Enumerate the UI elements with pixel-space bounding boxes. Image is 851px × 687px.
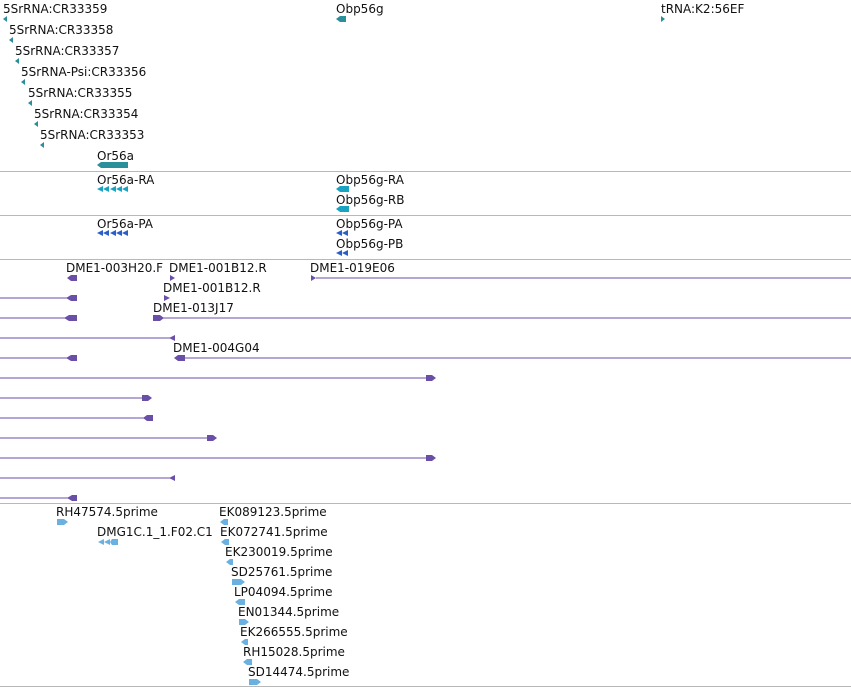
protein-glyphs xyxy=(97,230,348,256)
feature-arrow xyxy=(9,37,13,43)
track-divider xyxy=(0,503,851,504)
feature-label[interactable]: Obp56g-PA xyxy=(336,217,403,231)
feature-arrow xyxy=(40,142,44,148)
track-divider xyxy=(0,171,851,172)
track-divider xyxy=(0,259,851,260)
feature-label[interactable]: Obp56g-PB xyxy=(336,237,404,251)
est-glyphs xyxy=(57,519,261,685)
feature-label[interactable]: EK072741.5prime xyxy=(220,525,328,539)
feature-label[interactable]: EK230019.5prime xyxy=(225,545,333,559)
feature-label[interactable]: RH47574.5prime xyxy=(56,505,158,519)
feature-arrow xyxy=(34,121,38,127)
feature-label[interactable]: DME1-003H20.F xyxy=(66,261,164,275)
feature-label[interactable]: SD14474.5prime xyxy=(248,665,350,679)
feature-block xyxy=(336,16,346,22)
transcript-glyphs xyxy=(97,186,349,212)
feature-label[interactable]: EK266555.5prime xyxy=(240,625,348,639)
feature-label[interactable]: LP04094.5prime xyxy=(234,585,333,599)
feature-label[interactable]: EN01344.5prime xyxy=(238,605,340,619)
feature-label[interactable]: Obp56g xyxy=(336,2,384,16)
feature-label[interactable]: DME1-001B12.R xyxy=(163,281,261,295)
feature-arrow xyxy=(3,16,7,22)
feature-label[interactable]: Obp56g-RB xyxy=(336,193,405,207)
feature-label[interactable]: tRNA:K2:56EF xyxy=(661,2,745,16)
feature-label[interactable]: RH15028.5prime xyxy=(243,645,345,659)
feature-arrow xyxy=(28,100,32,106)
feature-label[interactable]: Or56a-PA xyxy=(97,217,154,231)
feature-label[interactable]: 5SrRNA:CR33358 xyxy=(9,23,114,37)
feature-label[interactable]: DME1-019E06 xyxy=(310,261,395,275)
feature-label[interactable]: DMG1C.1_1.F02.C1 xyxy=(97,525,213,539)
feature-label[interactable]: EK089123.5prime xyxy=(219,505,327,519)
clone-glyphs xyxy=(0,275,851,501)
feature-label[interactable]: DME1-001B12.R xyxy=(169,261,267,275)
feature-label[interactable]: 5SrRNA:CR33353 xyxy=(40,128,145,142)
feature-arrow xyxy=(21,79,25,85)
gene-glyphs xyxy=(3,16,665,168)
feature-label[interactable]: 5SrRNA:CR33359 xyxy=(3,2,108,16)
feature-label[interactable]: 5SrRNA-Psi:CR33356 xyxy=(21,65,147,79)
feature-arrow xyxy=(661,16,665,22)
feature-label[interactable]: SD25761.5prime xyxy=(231,565,333,579)
feature-label[interactable]: DME1-013J17 xyxy=(153,301,234,315)
feature-arrow xyxy=(15,58,19,64)
feature-label[interactable]: 5SrRNA:CR33354 xyxy=(34,107,139,121)
feature-block xyxy=(97,162,128,168)
feature-label[interactable]: 5SrRNA:CR33357 xyxy=(15,44,120,58)
feature-label[interactable]: Or56a-RA xyxy=(97,173,155,187)
feature-label[interactable]: Or56a xyxy=(97,149,135,163)
feature-label[interactable]: Obp56g-RA xyxy=(336,173,404,187)
feature-label[interactable]: DME1-004G04 xyxy=(173,341,260,355)
track-divider xyxy=(0,215,851,216)
feature-label[interactable]: 5SrRNA:CR33355 xyxy=(28,86,133,100)
